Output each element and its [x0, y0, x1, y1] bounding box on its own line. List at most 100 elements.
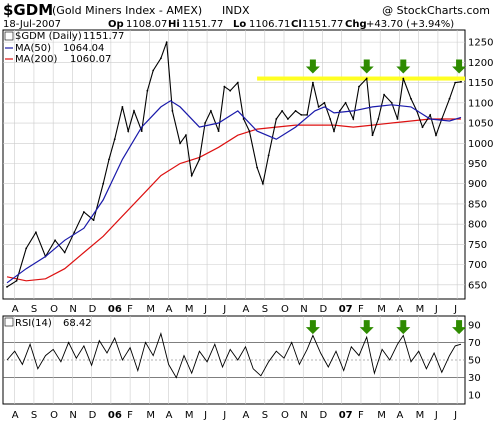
rsi-tick-label: 30	[468, 373, 481, 384]
price-data-point	[236, 81, 239, 84]
rsi-arrow-marker	[452, 320, 467, 335]
month-tick-label: O	[281, 410, 289, 421]
month-tick-label: M	[416, 304, 425, 315]
price-y-axis: 650 700 750 800 850 900 950 1000 1050 1100 1150 120…	[468, 38, 493, 292]
close-label: Cl	[291, 19, 302, 30]
price-data-point	[429, 114, 432, 116]
price-data-point	[281, 110, 283, 112]
month-tick-label: 07	[339, 410, 353, 421]
month-tick-label: A	[166, 304, 173, 315]
price-data-point	[25, 247, 28, 250]
month-tick-label: F	[127, 410, 133, 421]
price-data-point	[358, 85, 360, 88]
legend-ma50-name: MA(50)	[15, 43, 51, 54]
price-series-line	[6, 41, 462, 288]
price-data-point	[352, 118, 355, 120]
rsi-tick-label: 70	[468, 338, 481, 349]
price-data-point	[108, 158, 110, 161]
price-data-point	[287, 118, 289, 120]
low-value: 1106.71	[249, 19, 290, 30]
month-tick-label: F	[127, 304, 133, 315]
price-data-point	[267, 154, 270, 157]
month-tick-label: S	[262, 410, 268, 421]
price-data-point	[306, 114, 308, 116]
month-tick-label: S	[31, 304, 37, 315]
month-tick-label: 06	[108, 304, 122, 315]
price-data-point	[73, 231, 76, 234]
price-data-point	[377, 118, 380, 120]
month-tick-label: D	[319, 410, 327, 421]
price-data-point	[133, 110, 135, 112]
rsi-arrow-marker	[396, 320, 411, 335]
copyright-label: @ StockCharts.com	[382, 4, 490, 17]
month-tick-label: A	[396, 410, 403, 421]
month-tick-label: N	[300, 304, 307, 315]
price-data-point	[63, 251, 66, 254]
resistance-band	[257, 76, 465, 81]
month-tick-label: A	[12, 410, 19, 421]
legend-ma50-value: 1064.04	[63, 43, 104, 54]
price-tick-label: 800	[468, 220, 487, 231]
price-data-point	[160, 57, 162, 60]
close-value: 1151.77	[302, 19, 343, 30]
legend-swatch-price	[4, 31, 14, 41]
price-data-point	[421, 126, 424, 128]
price-data-point	[242, 118, 245, 120]
price-data-point	[185, 134, 187, 137]
price-data-point	[83, 211, 85, 213]
month-tick-label: S	[31, 410, 37, 421]
price-data-point	[323, 101, 326, 104]
month-tick-label: M	[416, 410, 425, 421]
price-tick-label: 1250	[468, 38, 493, 49]
month-tick-label: A	[396, 304, 403, 315]
price-tick-label: 1200	[468, 58, 493, 69]
price-tick-label: 650	[468, 280, 487, 291]
price-data-point	[317, 106, 320, 108]
price-data-point	[410, 97, 412, 100]
legend-price-name: $GDM (Daily)	[15, 31, 82, 42]
price-panel: 650 700 750 800 850 900 950 1000 1050 1100 1150 120…	[2, 29, 493, 300]
price-tick-label: 750	[468, 240, 487, 251]
high-value: 1151.77	[182, 19, 223, 30]
price-data-point	[198, 158, 201, 161]
price-data-point	[440, 118, 443, 120]
price-tick-label: 900	[468, 179, 487, 190]
price-arrow-marker	[305, 59, 320, 74]
price-data-point	[275, 118, 278, 120]
price-arrow-marker	[452, 59, 467, 74]
legend-ma200-value: 1060.07	[70, 54, 111, 65]
month-tick-label: 07	[339, 304, 353, 315]
price-data-point	[312, 81, 314, 84]
price-data-point	[127, 130, 130, 133]
month-tick-label: M	[185, 410, 194, 421]
price-data-point	[35, 231, 37, 234]
price-data-point	[171, 110, 174, 112]
price-tick-label: 1000	[468, 139, 493, 150]
month-axis-middle: A S O N D 06 F M A M J J A S O N D 07 F M A M J J	[12, 304, 457, 315]
month-tick-label: A	[243, 410, 250, 421]
price-data-point	[179, 142, 182, 145]
month-tick-label: D	[89, 304, 97, 315]
price-arrow-marker	[359, 59, 374, 74]
price-data-point	[92, 219, 95, 222]
month-tick-label: J	[453, 410, 457, 421]
month-tick-label: F	[358, 304, 364, 315]
legend-rsi-value: 68.42	[63, 318, 92, 329]
price-data-point	[204, 122, 207, 124]
month-tick-label: A	[166, 410, 173, 421]
price-data-point	[165, 41, 168, 43]
price-tick-label: 950	[468, 159, 487, 170]
open-label: Op	[108, 19, 124, 30]
price-data-point	[396, 118, 399, 120]
month-tick-label: M	[185, 304, 194, 315]
price-data-point	[256, 166, 258, 169]
high-label: Hi	[168, 19, 180, 30]
month-tick-label: D	[89, 410, 97, 421]
month-tick-label: O	[281, 304, 289, 315]
price-tick-label: 700	[468, 260, 487, 271]
price-data-point	[402, 77, 405, 80]
legend-swatch-rsi	[4, 317, 14, 327]
month-tick-label: M	[146, 410, 155, 421]
month-tick-label: N	[69, 304, 76, 315]
